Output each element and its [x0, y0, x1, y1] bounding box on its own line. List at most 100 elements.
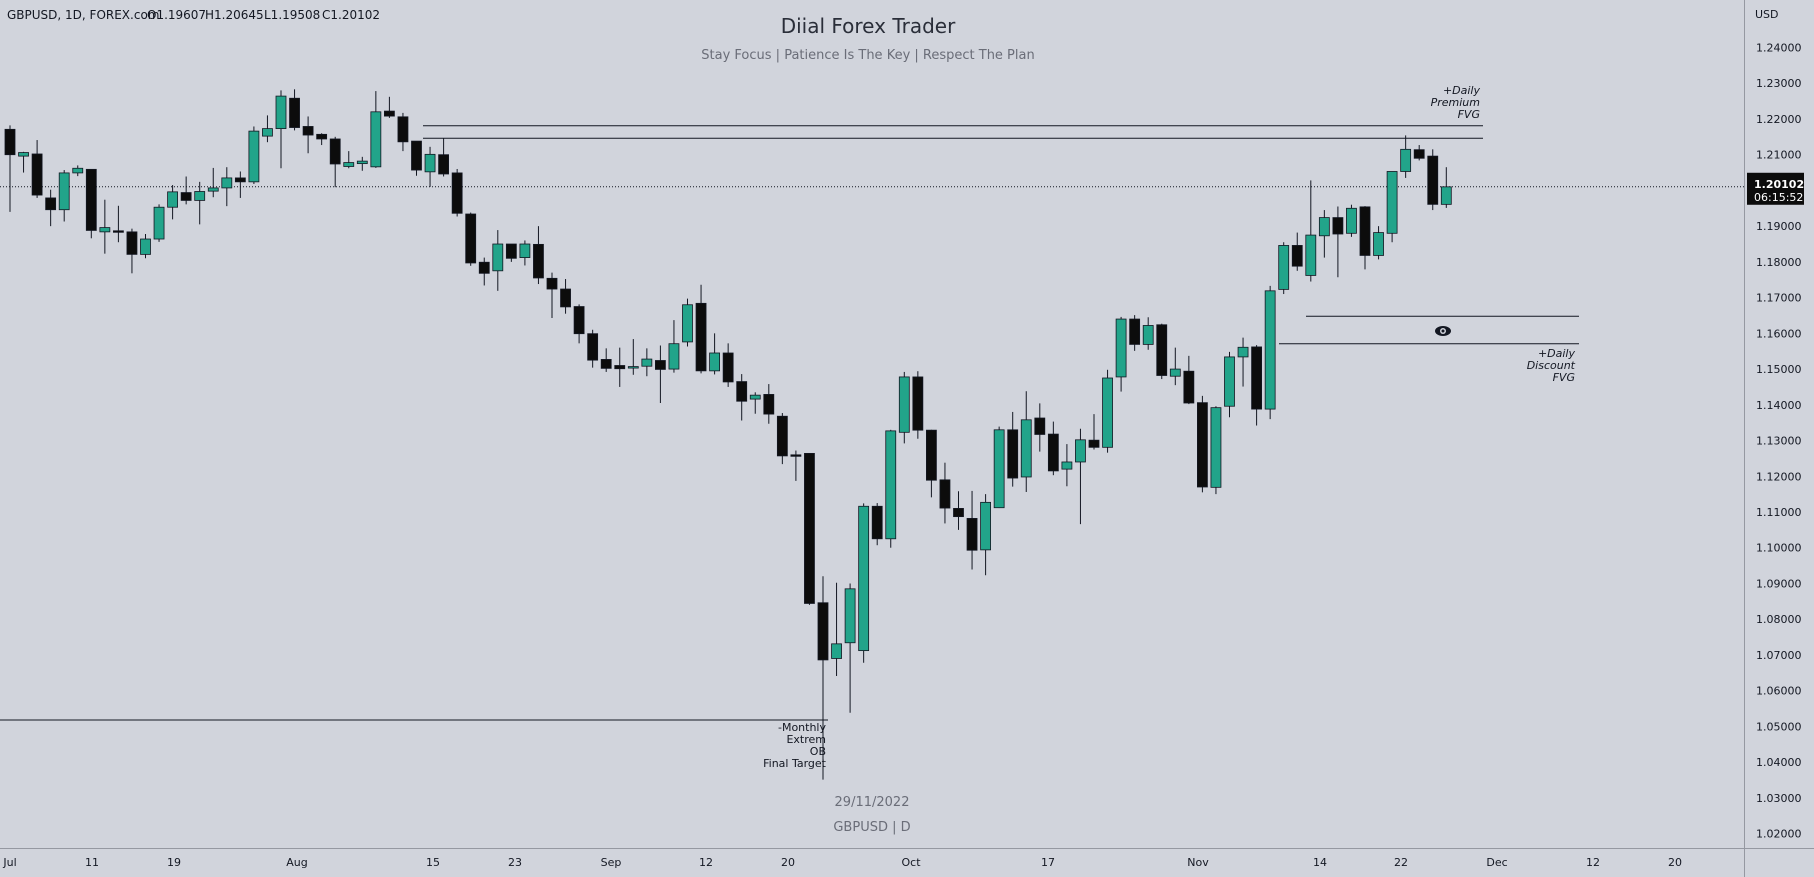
candle[interactable]	[587, 329, 599, 368]
candle[interactable]	[1034, 403, 1046, 452]
candle[interactable]	[85, 168, 97, 239]
candle[interactable]	[885, 429, 897, 548]
candle[interactable]	[465, 212, 477, 266]
candle[interactable]	[533, 226, 544, 285]
candle[interactable]	[1346, 204, 1357, 237]
candle[interactable]	[180, 176, 192, 205]
candle[interactable]	[966, 490, 978, 570]
candle[interactable]	[953, 491, 964, 530]
candle[interactable]	[1169, 347, 1181, 386]
candle[interactable]	[289, 89, 300, 131]
candle[interactable]	[1183, 355, 1195, 405]
candle[interactable]	[655, 345, 666, 404]
candle[interactable]	[505, 243, 517, 262]
candle[interactable]	[980, 494, 991, 576]
candle[interactable]	[356, 156, 368, 171]
candle[interactable]	[546, 272, 558, 318]
candle[interactable]	[1115, 316, 1127, 392]
candle[interactable]	[614, 347, 626, 387]
candle[interactable]	[275, 90, 287, 169]
candle[interactable]	[316, 133, 328, 146]
discount-fvg-label[interactable]: +Daily Discount FVG	[1527, 347, 1576, 384]
candle[interactable]	[573, 304, 585, 344]
symbol-info[interactable]: GBPUSD, 1D, FOREX.com	[7, 8, 159, 22]
candle[interactable]	[1440, 167, 1452, 208]
candle[interactable]	[194, 181, 206, 225]
candle[interactable]	[939, 462, 951, 524]
candle[interactable]	[709, 333, 720, 375]
candle[interactable]	[1210, 406, 1222, 495]
candle[interactable]	[1373, 226, 1384, 260]
candle[interactable]	[1129, 315, 1141, 351]
candle[interactable]	[1278, 242, 1290, 295]
candle[interactable]	[451, 168, 463, 217]
candle[interactable]	[749, 392, 761, 414]
candle[interactable]	[478, 257, 490, 286]
candle[interactable]	[424, 146, 436, 187]
candle[interactable]	[1291, 232, 1303, 271]
candle[interactable]	[763, 384, 775, 424]
candle[interactable]	[519, 240, 531, 266]
candle[interactable]	[343, 151, 355, 169]
candle[interactable]	[1305, 180, 1317, 282]
candle[interactable]	[804, 452, 815, 605]
candle[interactable]	[1061, 444, 1073, 487]
candle[interactable]	[776, 413, 788, 465]
candle[interactable]	[682, 298, 693, 347]
candle[interactable]	[329, 136, 341, 188]
candle[interactable]	[1102, 369, 1113, 453]
candle[interactable]	[113, 205, 124, 243]
candle[interactable]	[1264, 285, 1276, 420]
candle[interactable]	[438, 138, 450, 177]
candle[interactable]	[1088, 414, 1100, 450]
candle[interactable]	[1047, 421, 1059, 476]
candle[interactable]	[817, 576, 829, 780]
candle[interactable]	[18, 151, 29, 173]
candle[interactable]	[411, 140, 422, 176]
candle[interactable]	[99, 199, 111, 254]
candle[interactable]	[370, 91, 382, 168]
candle[interactable]	[140, 234, 151, 259]
candle[interactable]	[1332, 206, 1344, 278]
candle[interactable]	[45, 189, 57, 227]
candle[interactable]	[1251, 345, 1262, 426]
candle[interactable]	[1224, 351, 1235, 418]
candle[interactable]	[1197, 395, 1208, 493]
candle[interactable]	[926, 429, 937, 498]
candle[interactable]	[858, 503, 870, 663]
candle[interactable]	[1142, 317, 1154, 350]
candle[interactable]	[1156, 323, 1168, 380]
candle[interactable]	[31, 140, 43, 198]
candle[interactable]	[1386, 171, 1398, 243]
candle[interactable]	[58, 170, 70, 222]
candle[interactable]	[1427, 149, 1439, 211]
candle[interactable]	[397, 112, 409, 152]
candle[interactable]	[1007, 411, 1019, 487]
candle[interactable]	[221, 167, 233, 207]
candle[interactable]	[1318, 210, 1330, 258]
candle[interactable]	[1075, 428, 1086, 525]
candle[interactable]	[1020, 391, 1032, 492]
monthly-ob-label[interactable]: -Monthly Extrem OB Final Target	[763, 721, 827, 770]
candle[interactable]	[898, 371, 910, 444]
candle[interactable]	[627, 339, 639, 375]
candle[interactable]	[790, 450, 802, 481]
candle[interactable]	[167, 185, 179, 220]
candle[interactable]	[993, 426, 1005, 509]
candle[interactable]	[492, 230, 504, 291]
candle[interactable]	[1237, 337, 1249, 387]
eye-icon[interactable]	[1435, 326, 1451, 336]
candle[interactable]	[72, 165, 84, 177]
candle[interactable]	[302, 116, 314, 154]
candle[interactable]	[641, 348, 653, 377]
candle[interactable]	[262, 115, 273, 143]
candle[interactable]	[1400, 135, 1412, 178]
candle[interactable]	[1359, 206, 1371, 270]
candle[interactable]	[234, 171, 246, 198]
candle[interactable]	[695, 284, 707, 374]
candle[interactable]	[383, 96, 395, 118]
candle[interactable]	[668, 320, 680, 373]
candle[interactable]	[600, 348, 612, 372]
candle[interactable]	[871, 503, 883, 546]
